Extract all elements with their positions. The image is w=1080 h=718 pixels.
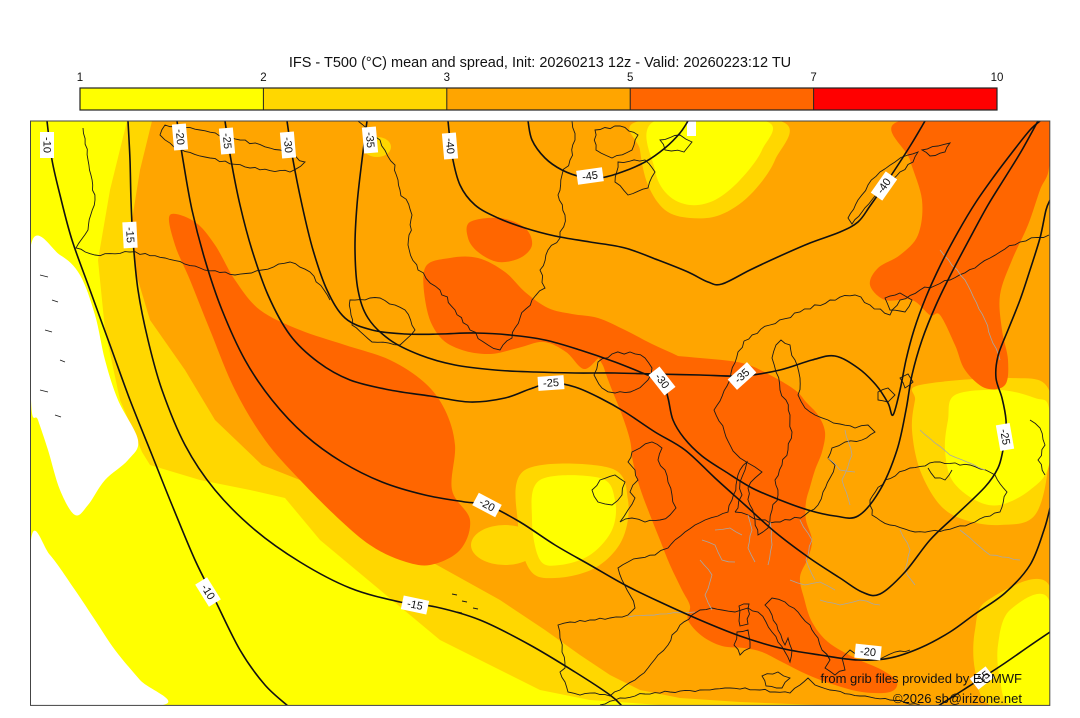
svg-text:5: 5	[627, 72, 633, 84]
svg-text:-20: -20	[859, 646, 876, 660]
svg-text:-10: -10	[41, 137, 53, 153]
svg-text:3: 3	[444, 72, 450, 84]
svg-text:IFS - T500 (°C) mean and sprea: IFS - T500 (°C) mean and spread, Init: 2…	[289, 55, 791, 71]
svg-text:2: 2	[260, 72, 266, 84]
svg-text:-25: -25	[220, 133, 233, 150]
svg-text:-25: -25	[543, 377, 560, 390]
svg-text:-20: -20	[173, 129, 186, 146]
svg-text:from grib files provided by EC: from grib files provided by ECMWF	[820, 671, 1022, 686]
svg-text:-25: -25	[997, 428, 1012, 446]
svg-text:-30: -30	[281, 137, 294, 154]
svg-text:10: 10	[991, 72, 1004, 84]
svg-text:-35: -35	[363, 132, 376, 149]
svg-text:©2026 sb@irizone.net: ©2026 sb@irizone.net	[893, 691, 1022, 706]
svg-text:7: 7	[810, 72, 816, 84]
svg-text:-40: -40	[443, 138, 456, 155]
svg-text:-15: -15	[123, 227, 136, 244]
svg-text:-45: -45	[581, 169, 598, 183]
svg-text:-15: -15	[406, 598, 424, 613]
svg-text:1: 1	[77, 72, 83, 84]
